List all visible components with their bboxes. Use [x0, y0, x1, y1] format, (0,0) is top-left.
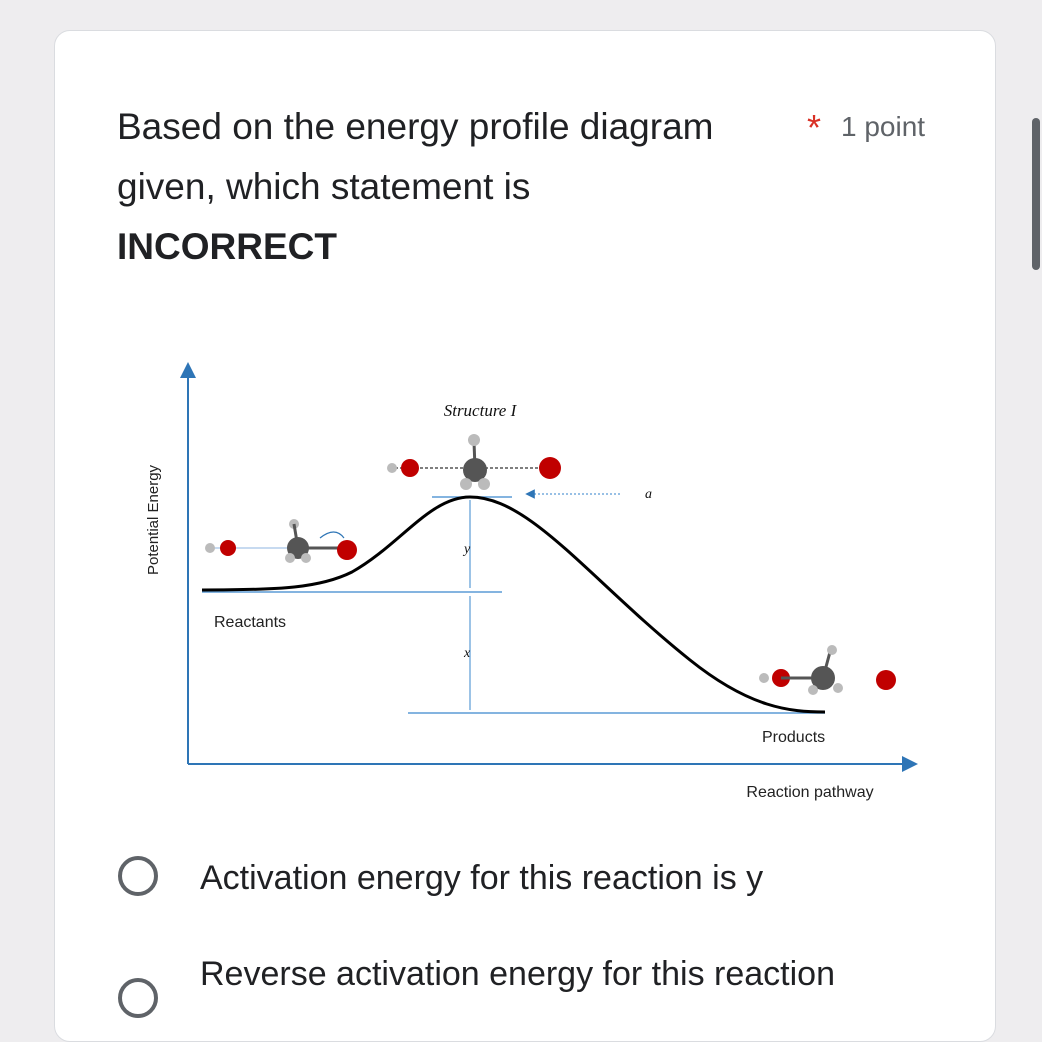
label-a: a [645, 487, 652, 502]
option-reverse-activation-energy[interactable]: Reverse activation energy for this react… [118, 950, 918, 1020]
radio-button[interactable] [118, 856, 158, 896]
option-label: Reverse activation energy for this react… [200, 955, 835, 993]
option-activation-energy[interactable]: Activation energy for this reaction is y [118, 854, 838, 904]
products-label: Products [762, 729, 825, 746]
label-x: x [463, 646, 471, 661]
products-molecule [759, 645, 896, 695]
required-asterisk: * [807, 107, 822, 148]
question-title-line2: given, which statement is [117, 166, 531, 207]
label-y: y [462, 542, 471, 557]
x-axis-label: Reaction pathway [746, 784, 873, 801]
reactants-molecule [205, 519, 357, 563]
option-label: Activation energy for this reaction is y [200, 859, 764, 897]
question-title-line3: INCORRECT [117, 226, 337, 267]
reactants-label: Reactants [214, 614, 286, 631]
question-title: Based on the energy profile diagram give… [117, 97, 757, 277]
question-title-line1: Based on the energy profile diagram [117, 106, 714, 147]
energy-profile-diagram: Potential Energy Reaction pathway Struct… [145, 362, 918, 801]
radio-button[interactable] [118, 978, 158, 1018]
transition-structure [387, 434, 561, 490]
y-axis-label: Potential Energy [145, 464, 162, 575]
question-card: Based on the energy profile diagram give… [54, 30, 996, 1042]
energy-curve [201, 495, 826, 714]
structure-label: Structure I [444, 401, 518, 420]
points-label: 1 point [841, 111, 926, 142]
scrollbar[interactable] [1032, 118, 1040, 270]
